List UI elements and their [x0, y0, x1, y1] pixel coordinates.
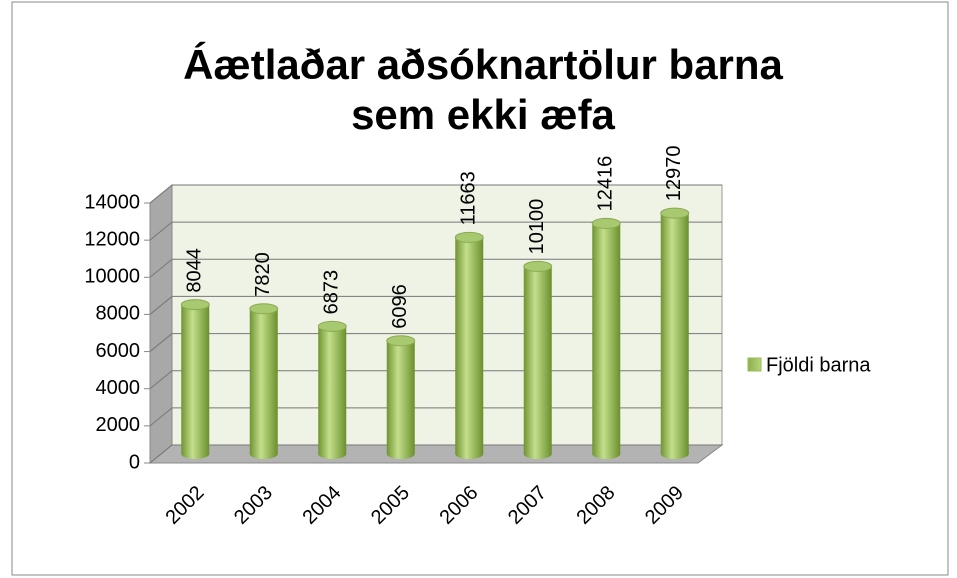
chart-title: Áætlaðar aðsóknartölur barna sem ekki æf… [183, 41, 783, 138]
bar-top [386, 335, 416, 347]
x-tick-label: 2002 [161, 482, 208, 529]
bar [386, 340, 415, 459]
x-tick-label: 2006 [435, 482, 482, 529]
data-label: 8044 [184, 248, 206, 293]
bar-top [660, 207, 690, 219]
data-label: 12416 [595, 156, 617, 212]
grid-line [149, 407, 173, 427]
x-tick-label: 2004 [298, 482, 345, 529]
legend-swatch [747, 357, 762, 372]
y-tick-label: 2000 [96, 414, 141, 436]
bar-top [591, 217, 621, 229]
grid-line [149, 296, 173, 315]
y-tick-label: 6000 [96, 340, 141, 362]
side-wall [149, 183, 173, 465]
y-tick-label: 10000 [84, 266, 140, 288]
bar-top [317, 320, 347, 332]
floor [148, 444, 724, 464]
data-label: 7820 [252, 252, 274, 297]
bar [592, 223, 621, 459]
chart-border [11, 1, 949, 576]
grid-line [149, 258, 173, 278]
grid-line [149, 184, 173, 204]
grid-line [149, 444, 173, 464]
x-tick-label: 2009 [641, 482, 688, 529]
x-tick-label: 2003 [230, 482, 277, 529]
data-label: 6096 [389, 284, 411, 329]
bar [523, 266, 552, 459]
x-tick-label: 2005 [367, 482, 414, 529]
data-label: 10100 [526, 199, 548, 255]
bar [660, 213, 689, 459]
y-tick-label: 14000 [84, 191, 140, 213]
legend-label: Fjöldi barna [766, 354, 871, 376]
bar [249, 308, 278, 459]
x-tick-label: 2007 [504, 482, 551, 529]
data-label: 6873 [321, 270, 343, 315]
bar [455, 237, 484, 459]
y-tick-label: 4000 [96, 377, 141, 399]
grid-line [149, 370, 173, 390]
bar [181, 304, 210, 459]
y-tick-label: 8000 [96, 303, 141, 325]
data-label: 11663 [458, 171, 480, 225]
grid-line [149, 221, 173, 241]
data-label: 12970 [663, 146, 685, 202]
bar-top [180, 299, 210, 311]
grid-line [149, 333, 173, 352]
y-tick-label: 12000 [84, 228, 140, 250]
bar-top [454, 231, 484, 243]
bar [318, 326, 347, 459]
bar-top [249, 303, 279, 315]
y-tick-label: 0 [129, 451, 140, 473]
bar-top [523, 260, 553, 272]
x-tick-label: 2008 [572, 482, 619, 529]
